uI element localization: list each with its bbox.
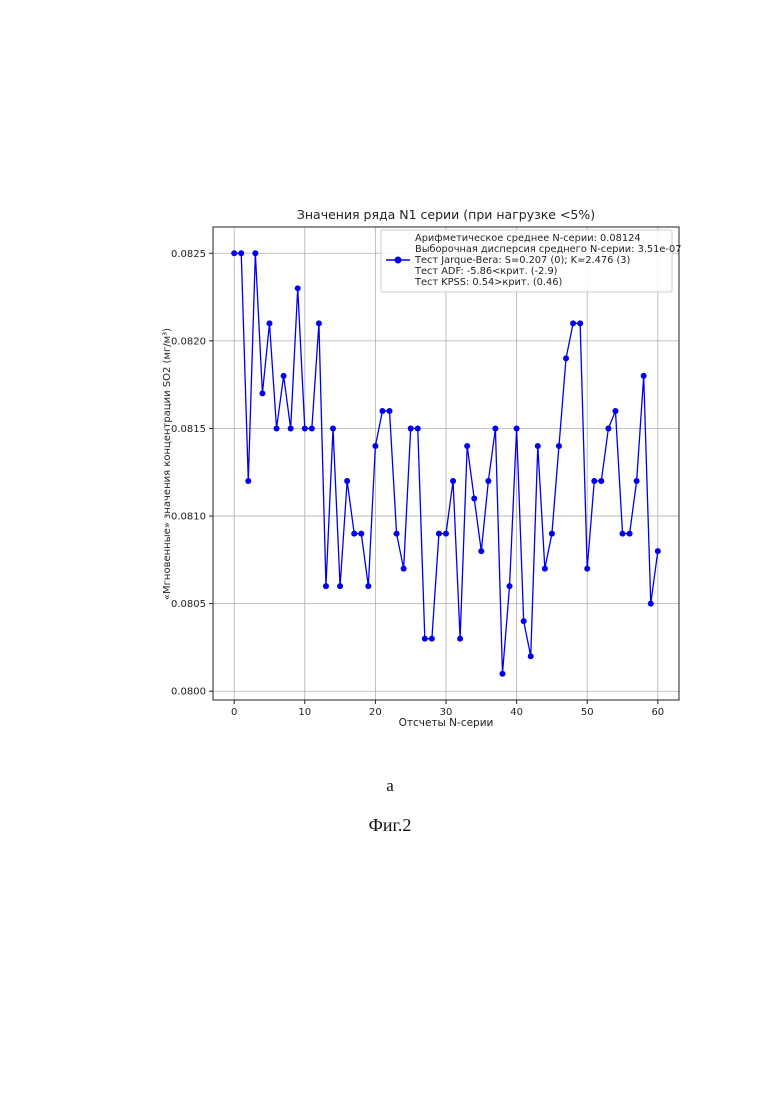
data-point (655, 548, 661, 554)
legend-series-marker (395, 257, 402, 264)
x-tick-label: 50 (581, 707, 594, 718)
legend-line-variance: Выборочная дисперсия среднего N-серии: 3… (415, 244, 681, 255)
y-tick-label: 0.0825 (171, 249, 206, 260)
data-point (478, 548, 484, 554)
data-point (570, 320, 576, 326)
data-point (365, 583, 371, 589)
data-point (309, 425, 315, 431)
data-point (521, 618, 527, 624)
axis-ticks: 01020304050600.08000.08050.08100.08150.0… (171, 249, 664, 718)
data-point (598, 478, 604, 484)
data-point (372, 443, 378, 449)
y-tick-label: 0.0800 (171, 687, 206, 698)
data-point (450, 478, 456, 484)
data-point (401, 566, 407, 572)
data-point (605, 425, 611, 431)
data-point (634, 478, 640, 484)
data-point (584, 566, 590, 572)
x-tick-label: 60 (651, 707, 664, 718)
data-point (259, 390, 265, 396)
data-point (492, 425, 498, 431)
data-point (464, 443, 470, 449)
x-tick-label: 40 (510, 707, 523, 718)
x-tick-label: 0 (231, 707, 237, 718)
data-point (288, 425, 294, 431)
legend: Арифметическое среднее N-серии: 0.08124 … (381, 230, 681, 292)
data-point (394, 531, 400, 537)
legend-line-mean: Арифметическое среднее N-серии: 0.08124 (415, 233, 641, 244)
data-point (471, 496, 477, 502)
data-point (351, 531, 357, 537)
figure-label: Фиг.2 (0, 815, 780, 836)
data-point (302, 425, 308, 431)
data-point (245, 478, 251, 484)
data-point (408, 425, 414, 431)
data-point (556, 443, 562, 449)
data-point (330, 425, 336, 431)
y-tick-label: 0.0805 (171, 599, 206, 610)
chart-title: Значения ряда N1 серии (при нагрузке <5%… (297, 207, 595, 222)
y-axis-label: «Мгновенные» значения концентрации SO2 (… (162, 328, 173, 600)
data-point (641, 373, 647, 379)
data-point (429, 636, 435, 642)
data-point (457, 636, 463, 642)
x-axis-label: Отсчеты N-серии (399, 717, 494, 729)
data-point (648, 601, 654, 607)
y-tick-label: 0.0815 (171, 424, 206, 435)
data-point (485, 478, 491, 484)
data-point (591, 478, 597, 484)
data-point (535, 443, 541, 449)
data-point (274, 425, 280, 431)
data-point (252, 250, 258, 256)
data-point (281, 373, 287, 379)
data-point (379, 408, 385, 414)
data-point (507, 583, 513, 589)
data-point (627, 531, 633, 537)
data-point (344, 478, 350, 484)
data-point (443, 531, 449, 537)
data-point (316, 320, 322, 326)
data-point (514, 425, 520, 431)
y-tick-label: 0.0810 (171, 512, 206, 523)
legend-line-kpss: Тест KPSS: 0.54>крит. (0.46) (414, 277, 562, 288)
data-point (266, 320, 272, 326)
data-point (620, 531, 626, 537)
data-point (238, 250, 244, 256)
data-point (549, 531, 555, 537)
legend-line-adf: Тест ADF: -5.86<крит. (-2.9) (414, 266, 558, 277)
data-point (323, 583, 329, 589)
data-point (422, 636, 428, 642)
data-point (436, 531, 442, 537)
x-tick-label: 20 (369, 707, 382, 718)
data-point (542, 566, 548, 572)
grid-lines (213, 227, 679, 700)
legend-line-jarque-bera: Тест Jarque-Bera: S=0.207 (0); K=2.476 (… (414, 255, 630, 266)
data-point (387, 408, 393, 414)
data-point (563, 355, 569, 361)
data-point (295, 285, 301, 291)
subfigure-letter: а (0, 776, 780, 796)
data-point (499, 671, 505, 677)
data-point (358, 531, 364, 537)
data-point (577, 320, 583, 326)
x-tick-label: 10 (298, 707, 311, 718)
y-tick-label: 0.0820 (171, 336, 206, 347)
line-chart: Значения ряда N1 серии (при нагрузке <5%… (0, 0, 780, 760)
data-point (337, 583, 343, 589)
data-point (612, 408, 618, 414)
data-point (528, 653, 534, 659)
data-point (415, 425, 421, 431)
data-point (231, 250, 237, 256)
